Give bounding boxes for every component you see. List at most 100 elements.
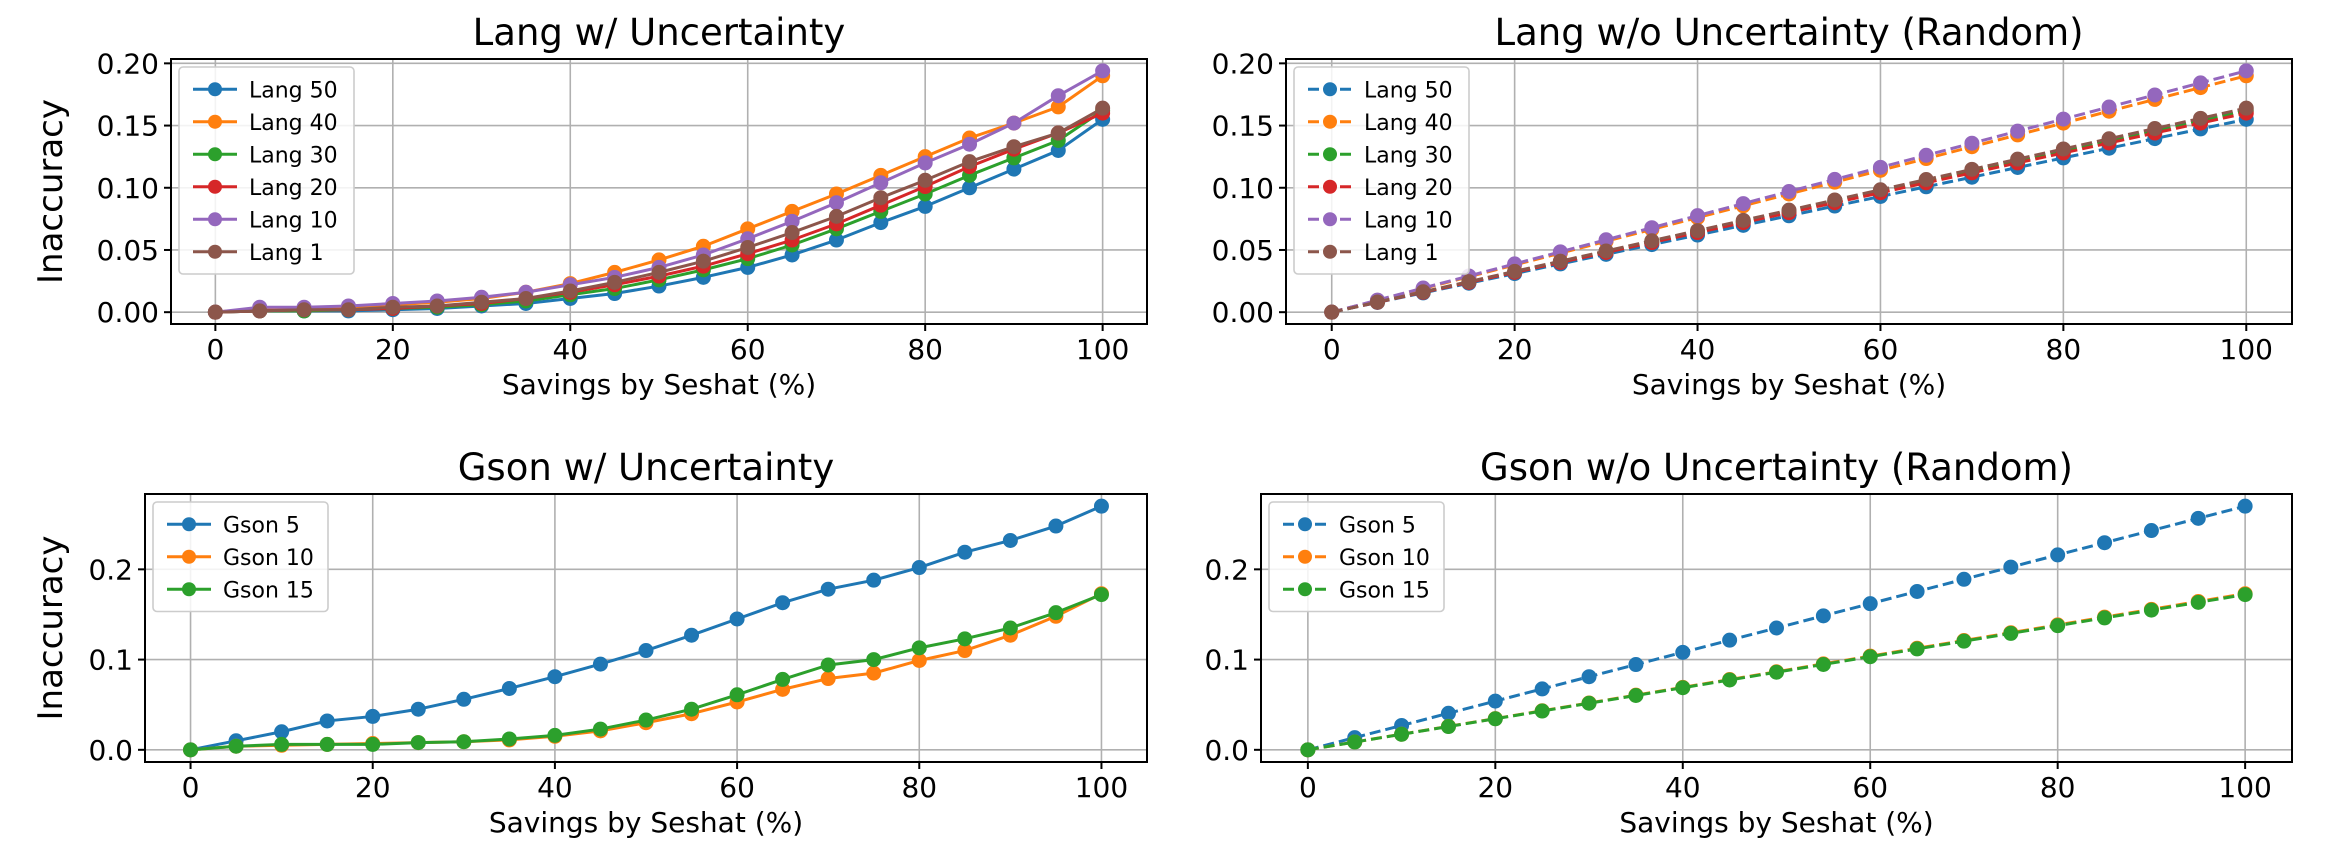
data-point: [2055, 141, 2071, 157]
data-point: [1909, 641, 1925, 657]
data-point: [957, 544, 973, 560]
data-point: [651, 264, 667, 280]
y-tick-label: 0.1: [88, 644, 133, 677]
data-point: [1347, 734, 1363, 750]
legend-label: Lang 1: [1364, 241, 1439, 266]
data-point: [820, 657, 836, 673]
legend-swatch-marker: [182, 549, 196, 564]
data-point: [1628, 657, 1644, 673]
x-axis-label: Savings by Seshat (%): [1632, 368, 1946, 401]
data-point: [410, 701, 426, 717]
y-tick-label: 0.2: [88, 553, 133, 586]
y-tick-label: 0.15: [1212, 110, 1274, 143]
x-tick-label: 0: [182, 771, 200, 804]
legend: Lang 50 Lang 40 Lang 30 Lang 20 Lang 10 Lang …: [1293, 66, 1470, 275]
data-point: [1487, 711, 1503, 727]
legend-label: Lang 30: [1364, 143, 1453, 168]
data-point: [1862, 649, 1878, 665]
data-point: [1440, 705, 1456, 721]
chart-title: Lang w/ Uncertainty: [473, 11, 846, 54]
data-point: [962, 136, 978, 152]
data-point: [1735, 212, 1751, 228]
data-point: [1534, 681, 1550, 697]
legend-label: Lang 20: [249, 176, 338, 201]
data-point: [1675, 680, 1691, 696]
chart-title: Gson w/o Uncertainty (Random): [1480, 446, 2073, 489]
subplot-4: 0 20 40 60 80 100 0.0 0.1 0.2 Gson w/o Uncertaint…: [1204, 446, 2293, 839]
data-point: [1964, 135, 1980, 151]
data-point: [1644, 220, 1660, 236]
y-tick-label: 0.20: [1212, 47, 1274, 80]
series-lang-1: [207, 100, 1111, 320]
data-point: [1918, 147, 1934, 163]
y-tick-label: 0.15: [97, 110, 159, 143]
x-tick-label: 100: [1075, 771, 1128, 804]
data-point: [2097, 610, 2113, 626]
data-point: [2238, 63, 2254, 79]
legend-swatch-marker: [1298, 582, 1312, 597]
legend-swatch-marker: [1323, 82, 1337, 97]
legend-swatch-marker: [208, 147, 222, 162]
axes-frame: [1285, 58, 2293, 325]
x-tick-label: 100: [2220, 333, 2273, 366]
legend: Gson 5 Gson 10 Gson 15: [1268, 501, 1445, 613]
data-point: [1581, 695, 1597, 711]
legend-swatch-marker: [1323, 244, 1337, 259]
legend-swatch-marker: [208, 212, 222, 227]
data-point: [501, 731, 517, 747]
data-point: [1956, 571, 1972, 587]
data-point: [2010, 123, 2026, 139]
data-point: [1675, 644, 1691, 660]
legend-label: Lang 50: [249, 78, 338, 103]
data-point: [1048, 605, 1064, 621]
data-point: [319, 736, 335, 752]
data-point: [820, 671, 836, 687]
data-point: [274, 736, 290, 752]
data-point: [2147, 87, 2163, 103]
data-point: [456, 691, 472, 707]
data-point: [1394, 726, 1410, 742]
data-point: [1534, 703, 1550, 719]
x-tick-label: 20: [1497, 333, 1533, 366]
data-point: [1552, 253, 1568, 269]
data-point: [1300, 742, 1316, 758]
data-point: [274, 724, 290, 740]
data-point: [1581, 669, 1597, 685]
data-point: [319, 713, 335, 729]
y-tick-label: 0.1: [1204, 644, 1249, 677]
x-axis-label: Savings by Seshat (%): [502, 368, 816, 401]
legend-label: Gson 10: [223, 546, 314, 571]
legend-label: Gson 10: [1339, 546, 1430, 571]
subplot-3: 0 20 40 60 80 100 0.0 0.1 0.2 Gson w/ Uncertainty…: [31, 446, 1148, 839]
data-point: [410, 735, 426, 751]
x-tick-label: 20: [355, 771, 391, 804]
data-point: [1048, 518, 1064, 534]
data-point: [1964, 161, 1980, 177]
data-point: [1781, 202, 1797, 218]
data-point: [1598, 243, 1614, 259]
y-tick-label: 0.05: [1212, 234, 1274, 267]
legend-box: [152, 501, 329, 613]
data-point: [784, 225, 800, 241]
x-tick-label: 0: [1299, 771, 1317, 804]
data-point: [1827, 192, 1843, 208]
x-tick-label: 0: [1323, 333, 1341, 366]
y-tick-label: 0.00: [1212, 296, 1274, 329]
data-point: [562, 283, 578, 299]
legend-box: [178, 66, 355, 275]
axes-frame: [144, 493, 1148, 763]
legend-label: Lang 1: [249, 241, 324, 266]
data-point: [252, 303, 268, 319]
x-tick-label: 0: [206, 333, 224, 366]
data-point: [1690, 208, 1706, 224]
data-point: [340, 302, 356, 318]
axes-frame: [1260, 493, 2293, 763]
legend-label: Lang 40: [249, 111, 338, 136]
x-tick-label: 80: [907, 333, 943, 366]
data-point: [2101, 131, 2117, 147]
data-point: [2193, 110, 2209, 126]
x-tick-label: 60: [730, 333, 766, 366]
data-point: [607, 274, 623, 290]
subplot-1: 0 20 40 60 80 100 0.00 0.05 0.10 0.15 0.20 Lang w/ …: [31, 11, 1148, 401]
x-tick-label: 80: [2040, 771, 2076, 804]
